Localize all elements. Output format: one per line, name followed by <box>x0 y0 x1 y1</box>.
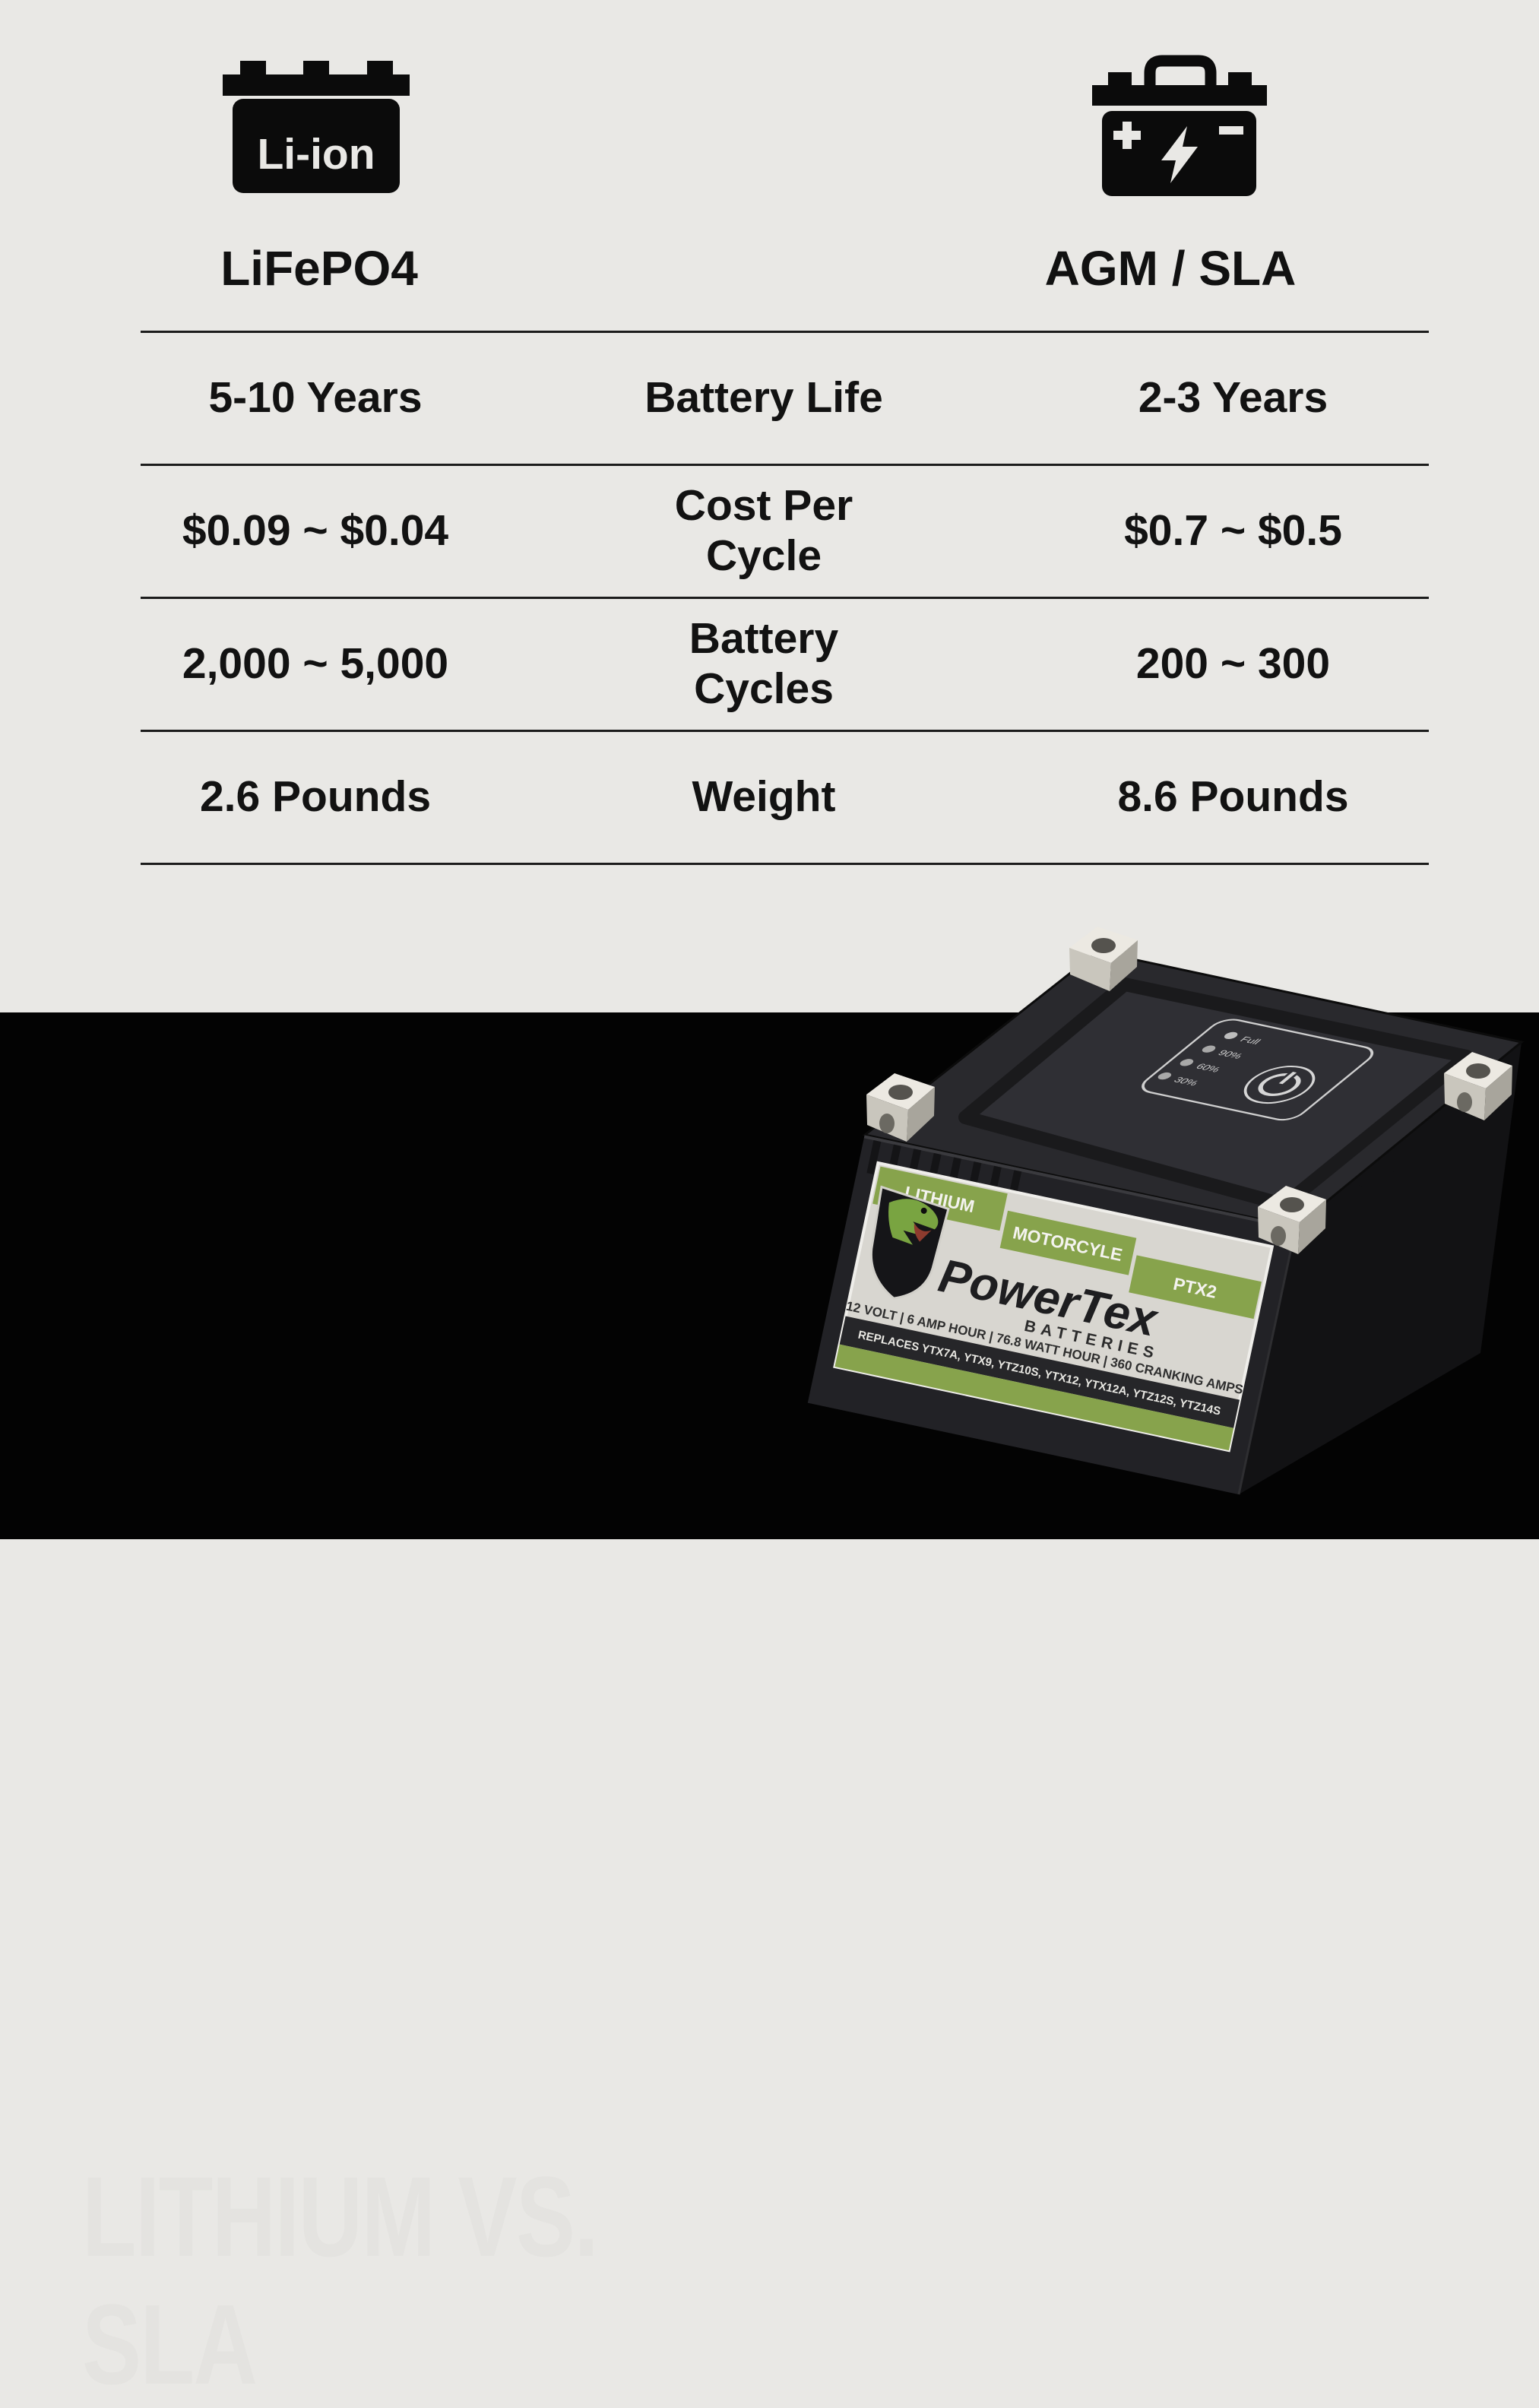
title-line-1: LITHIUM VS. <box>82 2153 599 2280</box>
lithium-value: 5-10 Years <box>208 373 423 423</box>
sla-value: 2-3 Years <box>1138 373 1328 423</box>
footer-section: LITHIUM VS. SLA <box>0 1012 1539 2408</box>
left-column-title: LiFePO4 <box>220 241 418 296</box>
title-line-2: SLA <box>82 2280 258 2408</box>
agm-battery-icon <box>1092 55 1267 196</box>
page-title: LITHIUM VS. SLA <box>82 2153 599 2408</box>
header-icons: Li-ion <box>223 55 1267 196</box>
minus-icon <box>1219 126 1243 135</box>
plus-icon <box>1113 122 1141 149</box>
table-row: 2,000 ~ 5,000 Battery Cycles 200 ~ 300 <box>141 597 1429 730</box>
row-label: Battery Life <box>644 373 883 423</box>
lithium-value: 2.6 Pounds <box>199 772 432 822</box>
row-label: Battery Cycles <box>689 614 839 713</box>
lightning-bolt-icon <box>1161 126 1198 183</box>
battery-handle <box>1144 55 1217 87</box>
comparison-section: Li-ion LiFePO4 AGM / SLA 5-10 Years Batt… <box>0 0 1539 1012</box>
table-row: 5-10 Years Battery Life 2-3 Years <box>141 331 1429 464</box>
right-column-title: AGM / SLA <box>1044 241 1297 296</box>
sla-value: $0.7 ~ $0.5 <box>1124 506 1342 556</box>
comparison-table: 5-10 Years Battery Life 2-3 Years $0.09 … <box>141 331 1429 865</box>
li-ion-icon-text: Li-ion <box>257 130 375 179</box>
row-label: Cost Per Cycle <box>674 481 853 580</box>
table-row: 2.6 Pounds Weight 8.6 Pounds <box>141 730 1429 865</box>
table-row: $0.09 ~ $0.04 Cost Per Cycle $0.7 ~ $0.5 <box>141 464 1429 597</box>
lithium-value: 2,000 ~ 5,000 <box>182 639 449 689</box>
li-ion-battery-icon: Li-ion <box>223 61 410 193</box>
row-label: Weight <box>692 772 836 822</box>
sla-value: 8.6 Pounds <box>1117 772 1349 822</box>
lithium-value: $0.09 ~ $0.04 <box>182 506 449 556</box>
sla-value: 200 ~ 300 <box>1135 639 1331 689</box>
